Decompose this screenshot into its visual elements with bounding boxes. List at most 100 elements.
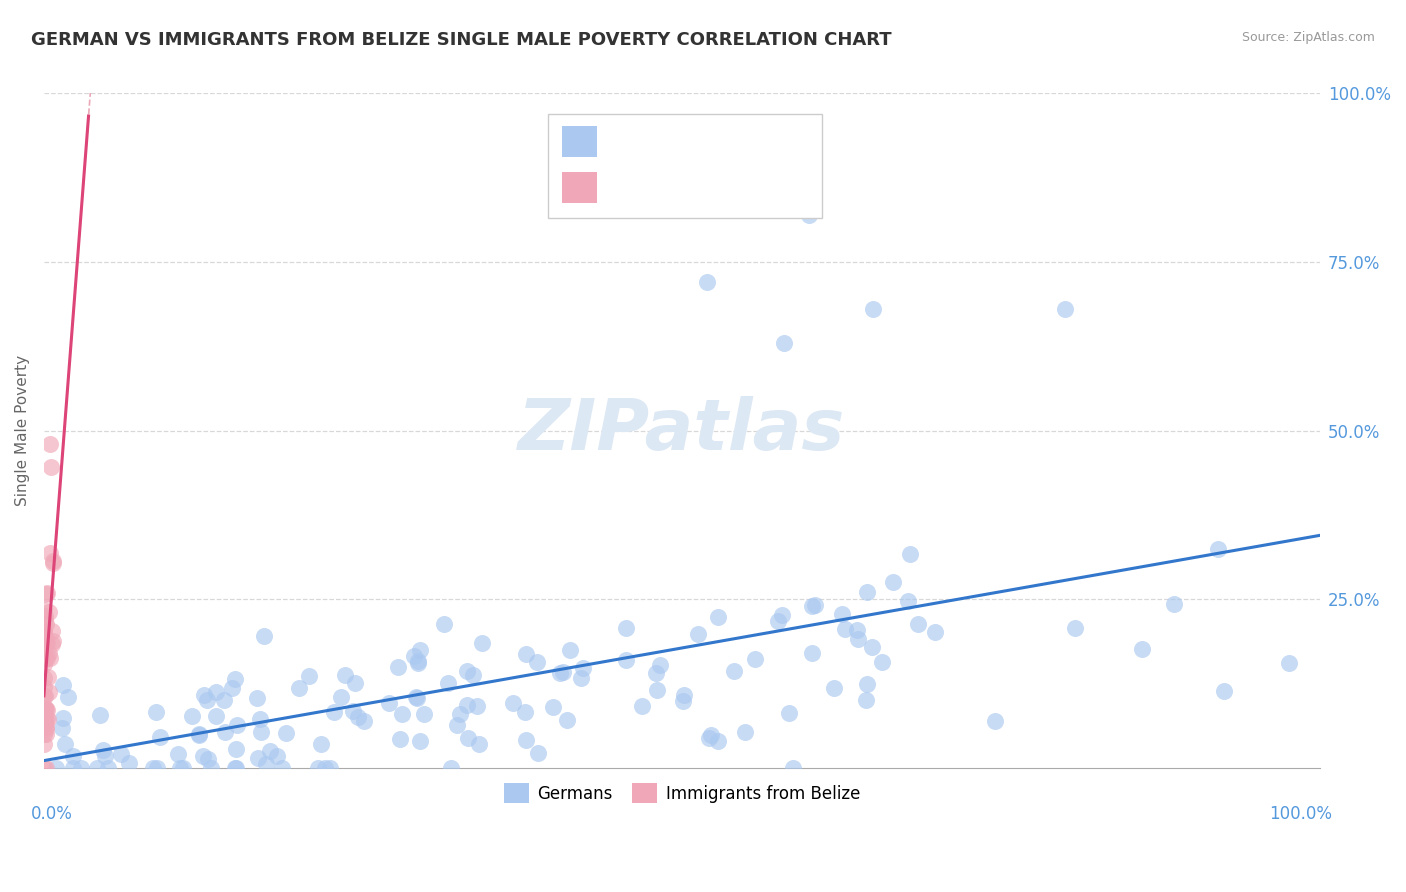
Point	[246, 751, 269, 765]
Point	[38, 646, 60, 660]
Point	[193, 748, 215, 763]
Point	[457, 731, 479, 745]
Point	[402, 648, 425, 663]
Point	[110, 747, 132, 762]
Point	[118, 756, 141, 770]
Point	[696, 275, 718, 289]
Point	[502, 697, 524, 711]
Point	[412, 707, 434, 722]
Point	[1213, 684, 1236, 698]
Point	[1130, 641, 1153, 656]
Point	[32, 720, 55, 734]
Point	[32, 702, 55, 716]
Point	[437, 675, 460, 690]
Point	[614, 621, 637, 635]
Point	[224, 761, 246, 775]
Point	[834, 623, 856, 637]
Point	[456, 698, 478, 712]
Point	[34, 761, 56, 775]
Point	[314, 761, 336, 775]
Point	[558, 642, 581, 657]
Point	[34, 630, 56, 644]
Point	[142, 761, 165, 775]
Point	[882, 575, 904, 590]
Point	[34, 652, 56, 666]
Point	[800, 646, 823, 660]
Point	[58, 690, 80, 704]
Point	[32, 630, 55, 644]
Point	[408, 653, 430, 667]
Point	[35, 727, 58, 741]
Point	[856, 584, 879, 599]
Point	[686, 626, 709, 640]
Point	[97, 761, 120, 775]
Point	[259, 744, 281, 758]
Point	[34, 690, 56, 704]
Point	[770, 607, 793, 622]
Point	[673, 688, 696, 702]
Point	[335, 668, 357, 682]
Point	[225, 761, 247, 775]
Point	[1053, 302, 1076, 317]
Point	[433, 616, 456, 631]
Point	[344, 676, 367, 690]
Point	[169, 761, 191, 775]
Point	[387, 660, 409, 674]
Point	[697, 731, 720, 745]
Point	[846, 632, 869, 646]
Point	[42, 554, 65, 568]
Point	[145, 761, 167, 775]
Point	[34, 625, 56, 640]
Point	[706, 734, 728, 748]
Point	[41, 636, 63, 650]
Point	[32, 689, 55, 703]
Point	[246, 691, 269, 706]
Point	[193, 688, 215, 702]
Point	[38, 606, 60, 620]
Point	[823, 681, 845, 695]
Point	[89, 707, 111, 722]
Point	[450, 706, 472, 721]
Point	[744, 651, 766, 665]
Point	[32, 761, 55, 775]
Text: ZIPatlas: ZIPatlas	[517, 396, 845, 465]
Point	[221, 681, 243, 695]
Point	[862, 302, 884, 317]
Point	[205, 684, 228, 698]
Point	[225, 742, 247, 756]
Point	[52, 711, 75, 725]
Point	[62, 761, 84, 775]
Point	[35, 702, 58, 716]
Point	[34, 603, 56, 617]
Point	[53, 737, 76, 751]
Point	[870, 655, 893, 669]
Point	[856, 676, 879, 690]
Point	[468, 737, 491, 751]
Point	[456, 665, 478, 679]
Point	[515, 733, 537, 747]
Point	[35, 720, 58, 734]
Point	[51, 722, 73, 736]
Point	[225, 717, 247, 731]
Point	[167, 747, 190, 762]
Point	[389, 731, 412, 746]
Point	[172, 761, 194, 775]
Point	[35, 635, 58, 649]
Point	[614, 653, 637, 667]
Point	[342, 704, 364, 718]
Point	[862, 640, 884, 654]
Point	[52, 678, 75, 692]
Point	[69, 761, 91, 775]
Point	[461, 668, 484, 682]
Text: GERMAN VS IMMIGRANTS FROM BELIZE SINGLE MALE POVERTY CORRELATION CHART: GERMAN VS IMMIGRANTS FROM BELIZE SINGLE …	[31, 31, 891, 49]
Text: 100.0%: 100.0%	[1270, 805, 1333, 822]
Point	[645, 683, 668, 698]
Point	[214, 693, 236, 707]
Point	[148, 730, 170, 744]
Text: 0.0%: 0.0%	[31, 805, 73, 822]
Point	[631, 698, 654, 713]
Point	[804, 598, 827, 612]
Point	[34, 614, 56, 628]
Point	[551, 665, 574, 679]
Point	[37, 712, 59, 726]
